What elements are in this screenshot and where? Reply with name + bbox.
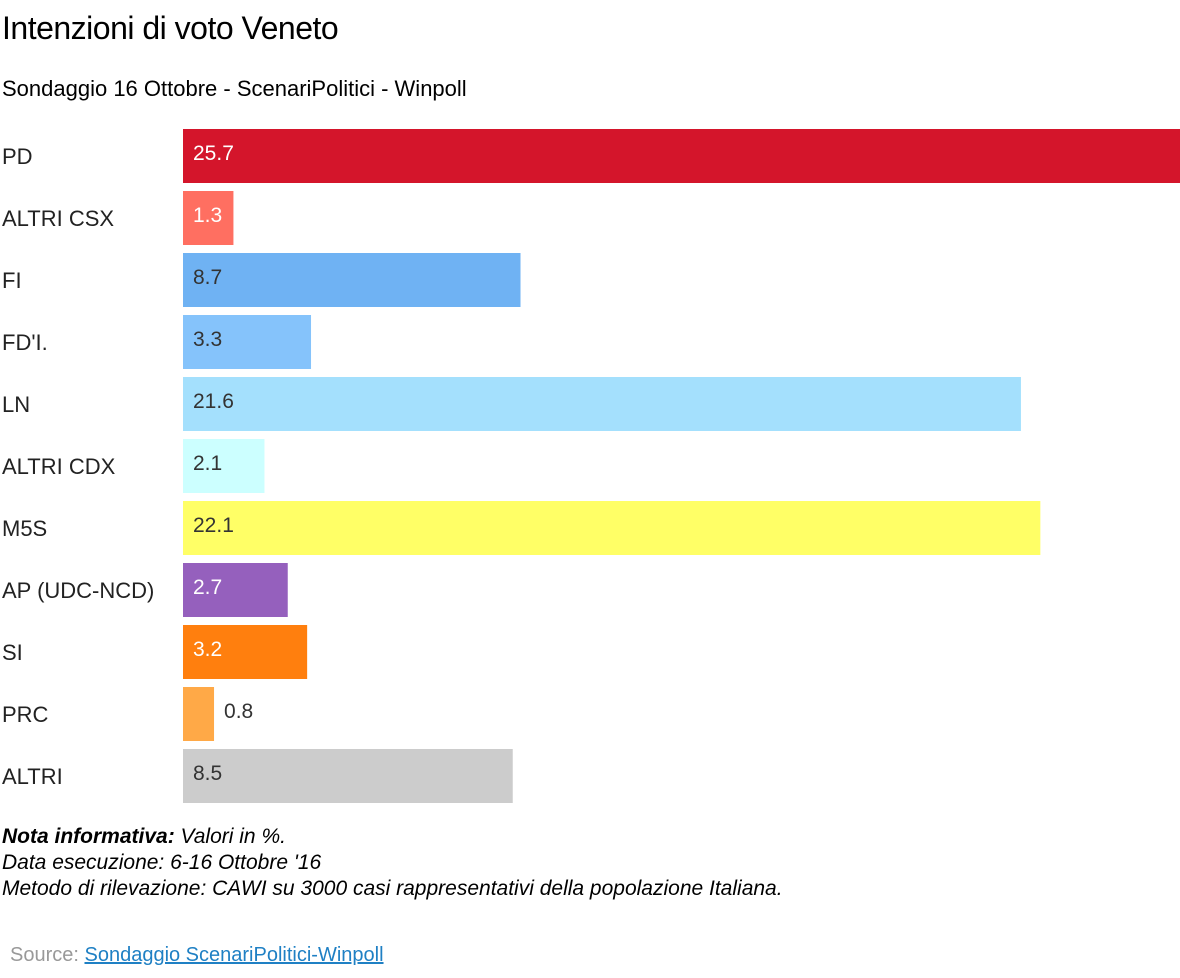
category-label: SI	[2, 640, 23, 665]
value-label: 3.3	[193, 328, 222, 351]
value-label: 22.1	[193, 514, 234, 537]
category-label: AP (UDC-NCD)	[2, 578, 154, 603]
category-label: ALTRI	[2, 764, 63, 789]
category-label: PD	[2, 144, 33, 169]
chart-subtitle: Sondaggio 16 Ottobre - ScenariPolitici -…	[2, 76, 467, 101]
value-label: 8.7	[193, 266, 222, 289]
category-label: M5S	[2, 516, 47, 541]
value-label: 25.7	[193, 142, 234, 165]
bar	[183, 315, 312, 369]
category-label: ALTRI CDX	[2, 454, 116, 479]
notes-line-2: Data esecuzione: 6-16 Ottobre '16	[2, 851, 322, 874]
bar	[183, 687, 215, 741]
value-label: 3.2	[193, 638, 222, 661]
bar	[183, 377, 1021, 431]
bar	[183, 191, 234, 245]
bar	[183, 129, 1180, 183]
notes-label: Nota informativa:	[2, 825, 175, 848]
category-label: ALTRI CSX	[2, 206, 114, 231]
category-label: LN	[2, 392, 30, 417]
notes-line-3: Metodo di rilevazione: CAWI su 3000 casi…	[2, 877, 783, 900]
source-label: Source:	[10, 944, 85, 966]
category-label: FI	[2, 268, 22, 293]
chart-title: Intenzioni di voto Veneto	[2, 10, 339, 46]
bar	[183, 501, 1041, 555]
notes-line-1: Nota informativa: Valori in %.	[2, 824, 783, 850]
value-label: 0.8	[224, 700, 253, 723]
bar	[183, 439, 265, 493]
value-label: 1.3	[193, 204, 222, 227]
bar	[183, 625, 308, 679]
bar	[183, 749, 513, 803]
notes-block: Nota informativa: Valori in %. Data esec…	[2, 824, 783, 902]
category-label: FD'I.	[2, 330, 48, 355]
notes-units: Valori in %.	[174, 825, 286, 848]
bar-chart: PD 25.7 ALTRI CSX 1.3 FI 8.7 FD'I. 3.3 LN 21.6 ALT…	[2, 129, 1180, 803]
value-label: 2.1	[193, 452, 222, 475]
source-link[interactable]: Sondaggio ScenariPolitici-Winpoll	[84, 944, 384, 966]
value-label: 8.5	[193, 762, 222, 785]
source-line: Source: Sondaggio ScenariPolitici-Winpol…	[10, 944, 384, 967]
bar	[183, 253, 521, 307]
value-label: 21.6	[193, 390, 234, 413]
value-label: 2.7	[193, 576, 222, 599]
category-label: PRC	[2, 702, 49, 727]
bar	[183, 563, 288, 617]
